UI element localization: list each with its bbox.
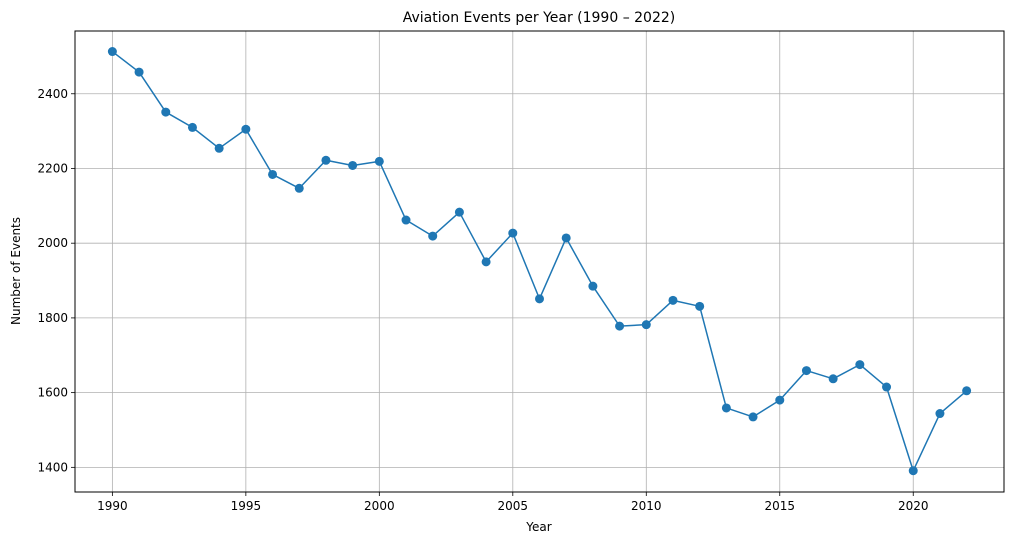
plot-area bbox=[107, 47, 972, 476]
data-point bbox=[481, 257, 491, 267]
data-point bbox=[134, 67, 144, 77]
y-axis-ticks: 1400 1600 1800 2000 2200 2400 bbox=[37, 87, 75, 474]
data-point bbox=[641, 320, 651, 330]
data-point bbox=[294, 183, 304, 193]
data-point bbox=[882, 382, 892, 392]
data-point bbox=[508, 228, 518, 238]
data-point bbox=[801, 366, 811, 376]
data-point bbox=[214, 143, 224, 153]
plot-frame bbox=[74, 30, 1005, 493]
data-point bbox=[855, 360, 865, 370]
data-point bbox=[268, 169, 278, 179]
data-point bbox=[935, 409, 945, 419]
data-point bbox=[908, 466, 918, 476]
data-point bbox=[748, 412, 758, 422]
data-point bbox=[721, 403, 731, 413]
data-point bbox=[401, 215, 411, 225]
series-line bbox=[111, 50, 968, 472]
data-point bbox=[161, 107, 171, 117]
data-point bbox=[695, 301, 705, 311]
y-tick-label: 2400 bbox=[37, 87, 68, 101]
grid-lines bbox=[75, 31, 1004, 492]
x-axis-ticks: 1990 1995 2000 2005 2010 2015 2020 bbox=[97, 492, 929, 513]
y-axis-label: Number of Events bbox=[9, 217, 23, 325]
y-tick-label: 1800 bbox=[37, 311, 68, 325]
data-point bbox=[775, 395, 785, 405]
data-point bbox=[828, 374, 838, 384]
x-tick-label: 2020 bbox=[898, 499, 929, 513]
data-point bbox=[241, 124, 251, 134]
data-point bbox=[454, 207, 464, 217]
x-tick-label: 1995 bbox=[231, 499, 262, 513]
x-tick-label: 2010 bbox=[631, 499, 662, 513]
x-tick-label: 2000 bbox=[364, 499, 395, 513]
data-point bbox=[561, 233, 571, 243]
x-axis-label: Year bbox=[525, 520, 551, 534]
data-point bbox=[348, 160, 358, 170]
data-point bbox=[107, 47, 117, 57]
y-tick-label: 2000 bbox=[37, 236, 68, 250]
y-tick-label: 1400 bbox=[37, 460, 68, 474]
x-tick-label: 1990 bbox=[97, 499, 128, 513]
x-tick-label: 2005 bbox=[498, 499, 529, 513]
data-point bbox=[374, 156, 384, 166]
y-tick-label: 2200 bbox=[37, 161, 68, 175]
data-point bbox=[321, 155, 331, 165]
data-point bbox=[588, 281, 598, 291]
y-tick-label: 1600 bbox=[37, 386, 68, 400]
x-tick-label: 2015 bbox=[764, 499, 795, 513]
data-point bbox=[187, 122, 197, 132]
data-point bbox=[615, 321, 625, 331]
chart-title: Aviation Events per Year (1990 – 2022) bbox=[403, 10, 676, 26]
data-point bbox=[962, 386, 972, 396]
data-point bbox=[668, 295, 678, 305]
data-point bbox=[428, 231, 438, 241]
data-point bbox=[535, 294, 544, 304]
